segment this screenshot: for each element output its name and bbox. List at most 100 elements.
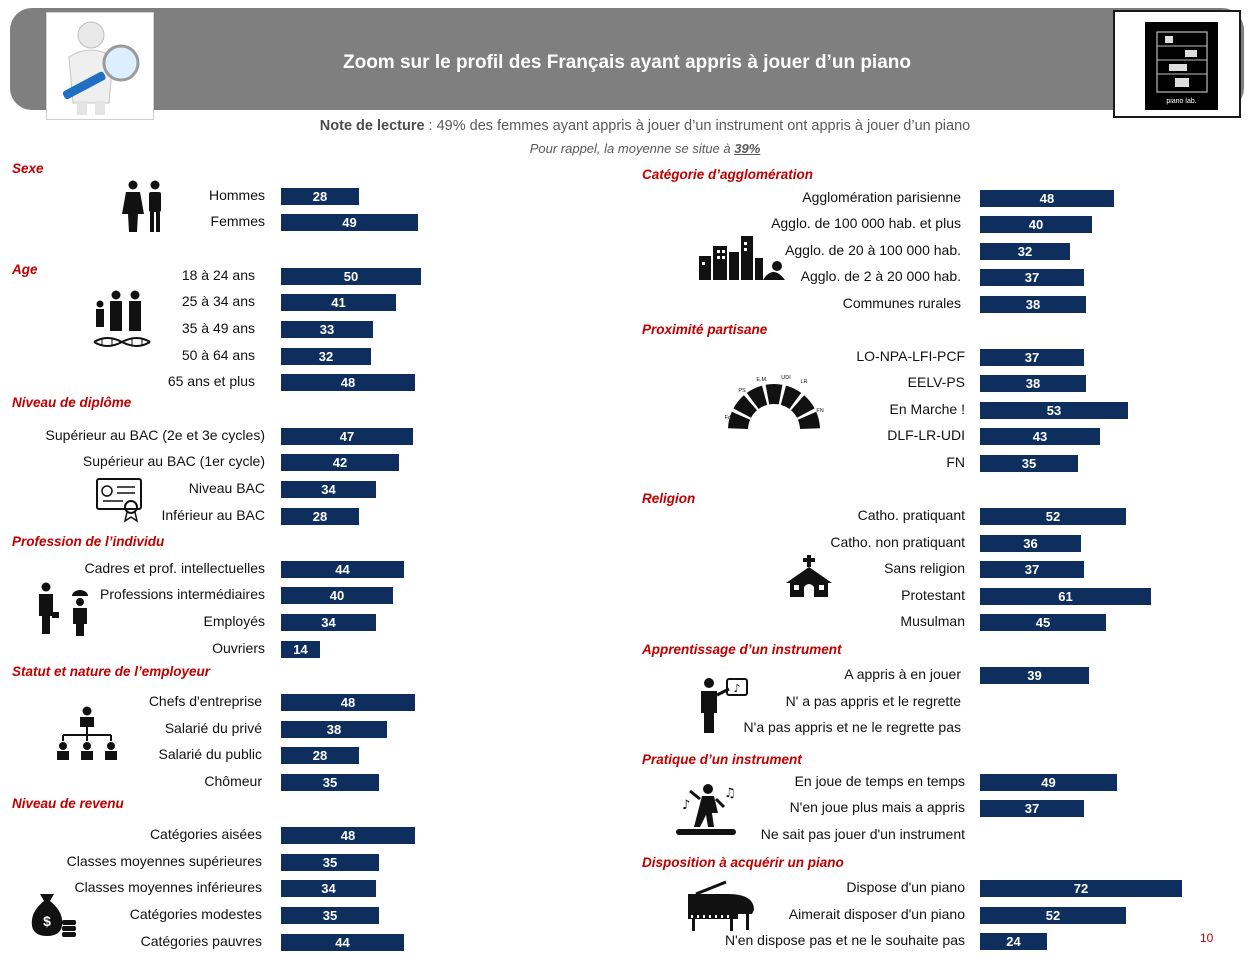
bar-label: Salarié du public <box>158 746 262 762</box>
section-title: Niveau de revenu <box>12 796 124 811</box>
bar-label: En joue de temps en temps <box>794 773 965 789</box>
bar: 37 <box>980 269 1084 286</box>
bar-label: Catégories aisées <box>149 826 262 842</box>
section-title: Proximité partisane <box>642 322 768 337</box>
svg-text:FdG: FdG <box>725 415 736 421</box>
section-title: Disposition à acquérir un piano <box>642 855 844 870</box>
bar-label: Agglo. de 100 000 hab. et plus <box>771 215 961 231</box>
workers-icon <box>36 582 92 643</box>
bar: 37 <box>980 561 1084 578</box>
bar: 14 <box>281 641 320 658</box>
dancer-icon: ♪ ♫ <box>676 783 736 844</box>
piano-lab-logo <box>1145 22 1218 110</box>
bar-label: FN <box>946 454 965 470</box>
bar: 24 <box>980 933 1047 950</box>
bar-label: Supérieur au BAC (2e et 3e cycles) <box>45 427 265 443</box>
bar: 32 <box>281 348 371 365</box>
bar: 34 <box>281 880 376 897</box>
reading-note-text: : 49% des femmes ayant appris à jouer d’… <box>424 118 971 134</box>
bar: 28 <box>281 188 359 205</box>
bar: 41 <box>281 294 396 311</box>
bar: 38 <box>281 721 387 738</box>
header-banner <box>10 8 1244 110</box>
org-chart-icon <box>55 705 119 766</box>
bar-label: N'en joue plus mais a appris <box>789 799 965 815</box>
bar-label: Niveau BAC <box>188 480 265 496</box>
svg-text:LR: LR <box>800 379 807 385</box>
section-title: Statut et nature de l’employeur <box>12 664 211 679</box>
bar-label: 25 à 34 ans <box>181 293 255 309</box>
bar: 35 <box>281 774 379 791</box>
svg-text:♪: ♪ <box>733 682 740 695</box>
reading-note-label: Note de lecture <box>319 118 425 134</box>
bar: 49 <box>980 774 1117 791</box>
bar: 50 <box>281 268 421 285</box>
bar: 40 <box>281 587 393 604</box>
bar-label: Hommes <box>208 187 265 203</box>
teacher-icon: ♪ <box>697 677 749 740</box>
bar-label: 35 à 49 ans <box>181 320 255 336</box>
section-title: Profession de l’individu <box>12 534 165 549</box>
section-title: Apprentissage d’un instrument <box>642 642 842 657</box>
bar: 44 <box>281 561 404 578</box>
bar-label: Ne sait pas jouer d'un instrument <box>760 826 965 842</box>
bar: 48 <box>281 694 415 711</box>
magnifier-figure-image <box>46 12 154 120</box>
couple-icon <box>122 180 166 237</box>
bar-label: N' a pas appris et le regrette <box>785 693 961 709</box>
bar: 38 <box>980 296 1086 313</box>
page-title: Zoom sur le profil des Français ayant ap… <box>342 52 911 73</box>
bar-label: Classes moyennes supérieures <box>66 853 262 869</box>
bar: 43 <box>980 428 1100 445</box>
bar: 35 <box>980 455 1078 472</box>
bar: 72 <box>980 880 1182 897</box>
bar-label: Ouvriers <box>212 640 265 656</box>
bar-label: Protestant <box>901 587 965 603</box>
bar-label: Dispose d'un piano <box>846 879 965 895</box>
bar: 42 <box>281 454 399 471</box>
bar-label: Agglo. de 2 à 20 000 hab. <box>800 268 961 284</box>
bar: 52 <box>980 508 1126 525</box>
svg-text:$: $ <box>43 913 51 929</box>
bar: 28 <box>281 747 359 764</box>
bar-label: Chômeur <box>204 773 262 789</box>
section-title: Age <box>12 262 38 277</box>
bar: 37 <box>980 349 1084 366</box>
bar: 32 <box>980 243 1070 260</box>
bar-label: Agglo. de 20 à 100 000 hab. <box>785 242 961 258</box>
bar: 47 <box>281 428 413 445</box>
bar-label: Musulman <box>900 613 965 629</box>
bar: 36 <box>980 535 1081 552</box>
page-number: 10 <box>1200 931 1214 945</box>
bar: 48 <box>281 374 415 391</box>
bar-label: Catégories pauvres <box>140 933 262 949</box>
bar: 52 <box>980 907 1126 924</box>
bar-label: 18 à 24 ans <box>181 267 255 283</box>
bar-label: Sans religion <box>884 560 965 576</box>
bar: 33 <box>281 321 373 338</box>
bar: 38 <box>980 375 1086 392</box>
svg-text:UDI: UDI <box>781 375 791 381</box>
bar-label: Inférieur au BAC <box>161 507 266 523</box>
bar: 49 <box>281 214 418 231</box>
city-icon <box>697 234 787 287</box>
svg-text:PS: PS <box>738 388 746 394</box>
bar-label: Professions intermédiaires <box>100 586 265 602</box>
bar-label: N'en dispose pas et ne le souhaite pas <box>724 932 965 948</box>
bar-label: Supérieur au BAC (1er cycle) <box>82 453 265 469</box>
section-title: Sexe <box>12 161 44 176</box>
bar-label: LO-NPA-LFI-PCF <box>856 348 965 364</box>
bar-label: Cadres et prof. intellectuelles <box>84 560 265 576</box>
bar-label: Catho. pratiquant <box>857 507 965 523</box>
average-reminder: Pour rappel, la moyenne se situe à 39% <box>0 141 1254 156</box>
bar: 34 <box>281 614 376 631</box>
bar-label: N'a pas appris et ne le regrette pas <box>743 719 961 735</box>
bar: 37 <box>980 800 1084 817</box>
bar: 28 <box>281 508 359 525</box>
svg-text:E.M.: E.M. <box>756 377 768 383</box>
grand-piano-icon <box>686 880 756 937</box>
section-title: Pratique d’un instrument <box>642 752 802 767</box>
bar: 35 <box>281 854 379 871</box>
bar: 48 <box>980 190 1114 207</box>
bar-label: Communes rurales <box>842 295 961 311</box>
